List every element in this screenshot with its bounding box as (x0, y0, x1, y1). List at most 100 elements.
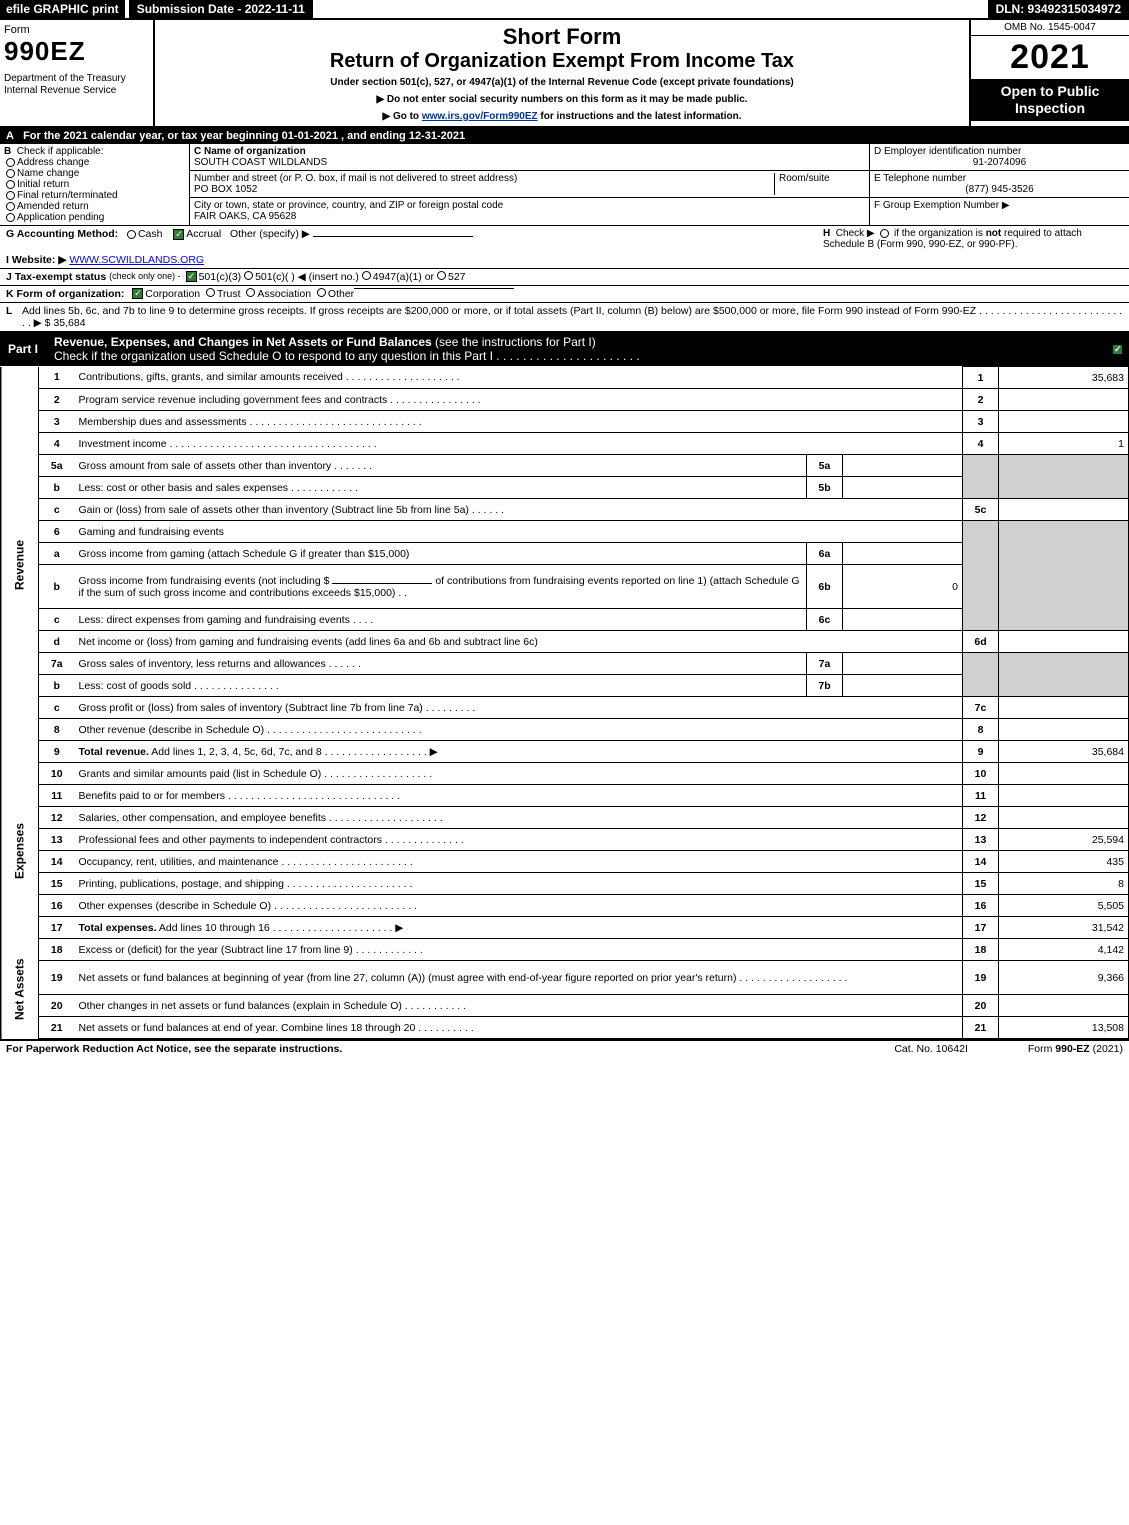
e-phone-value: (877) 945-3526 (874, 184, 1125, 195)
cb-final-return[interactable]: Final return/terminated (6, 190, 185, 201)
g-accrual-checkbox[interactable] (173, 229, 184, 240)
short-form-title: Short Form (165, 24, 959, 50)
line-7a-text: Gross sales of inventory, less returns a… (79, 658, 326, 670)
row-g-h: G Accounting Method: Cash Accrual Other … (0, 226, 1129, 252)
g-other-input[interactable] (313, 236, 473, 237)
line-1-text: Contributions, gifts, grants, and simila… (79, 371, 343, 383)
line-11: 11 Benefits paid to or for members . . .… (1, 785, 1129, 807)
line-6a-text: Gross income from gaming (attach Schedul… (79, 548, 410, 560)
line-19-value: 9,366 (999, 961, 1129, 995)
c-name-value: SOUTH COAST WILDLANDS (194, 157, 865, 168)
line-16-text: Other expenses (describe in Schedule O) (79, 900, 272, 912)
side-expenses: Expenses (1, 763, 39, 939)
line-21: 21 Net assets or fund balances at end of… (1, 1017, 1129, 1039)
header-right: OMB No. 1545-0047 2021 Open to Public In… (969, 20, 1129, 126)
j-501c3-label: 501(c)(3) (199, 271, 242, 283)
k-corp-checkbox[interactable] (132, 288, 143, 299)
c-room-label: Room/suite (775, 173, 865, 195)
line-6c-value (843, 609, 963, 631)
side-netassets: Net Assets (1, 939, 39, 1039)
line-5a-text: Gross amount from sale of assets other t… (79, 460, 332, 472)
line-10-text: Grants and similar amounts paid (list in… (79, 768, 322, 780)
cb-amended-return[interactable]: Amended return (6, 201, 185, 212)
g-cash-radio[interactable] (127, 230, 136, 239)
line-1: Revenue 1 Contributions, gifts, grants, … (1, 367, 1129, 389)
goto-line: ▶ Go to www.irs.gov/Form990EZ for instru… (165, 111, 959, 122)
efile-print-label[interactable]: efile GRAPHIC print (0, 0, 125, 18)
f-group-label: F Group Exemption Number ▶ (874, 200, 1125, 211)
line-6: 6 Gaming and fundraising events (1, 521, 1129, 543)
tax-year: 2021 (971, 36, 1129, 79)
line-21-value: 13,508 (999, 1017, 1129, 1039)
line-5b-text: Less: cost or other basis and sales expe… (79, 482, 289, 494)
j-label: J Tax-exempt status (6, 271, 106, 283)
line-5b-value (843, 477, 963, 499)
k-trust-radio[interactable] (206, 288, 215, 297)
line-15-value: 8 (999, 873, 1129, 895)
line-20-value (999, 995, 1129, 1017)
k-assoc-radio[interactable] (246, 288, 255, 297)
line-2: 2 Program service revenue including gove… (1, 389, 1129, 411)
line-6a-value (843, 543, 963, 565)
line-9: 9 Total revenue. Add lines 1, 2, 3, 4, 5… (1, 741, 1129, 763)
k-other-label: Other (328, 288, 354, 300)
line-6b: b Gross income from fundraising events (… (1, 565, 1129, 609)
k-assoc-label: Association (257, 288, 311, 300)
no-ssn-note: ▶ Do not enter social security numbers o… (165, 94, 959, 105)
g-accrual-label: Accrual (186, 228, 221, 240)
k-label: K Form of organization: (6, 288, 124, 300)
cb-initial-return[interactable]: Initial return (6, 179, 185, 190)
irs-link[interactable]: www.irs.gov/Form990EZ (422, 111, 538, 122)
line-7b-value (843, 675, 963, 697)
h-lead: H (823, 228, 830, 239)
part-i-schedule-o-checkbox[interactable] (1112, 344, 1123, 355)
footer-formref: Form 990-EZ (2021) (1028, 1043, 1123, 1055)
line-16-value: 5,505 (999, 895, 1129, 917)
row-i: I Website: ▶ WWW.SCWILDLANDS.ORG (0, 252, 1129, 269)
line-1-value: 35,683 (999, 367, 1129, 389)
line-4-text: Investment income (79, 438, 167, 450)
line-6c-text: Less: direct expenses from gaming and fu… (79, 614, 350, 626)
footer-notice: For Paperwork Reduction Act Notice, see … (6, 1043, 894, 1055)
l-text: Add lines 5b, 6c, and 7b to line 9 to de… (22, 305, 976, 317)
col-c: C Name of organization SOUTH COAST WILDL… (190, 144, 869, 225)
j-4947-label: 4947(a)(1) or (373, 271, 434, 283)
dln-label: DLN: 93492315034972 (988, 0, 1129, 18)
k-other-radio[interactable] (317, 288, 326, 297)
part-i-header: Part I Revenue, Expenses, and Changes in… (0, 332, 1129, 366)
line-8: 8 Other revenue (describe in Schedule O)… (1, 719, 1129, 741)
part-i-sub: Check if the organization used Schedule … (54, 349, 493, 363)
b-lead: B (4, 146, 11, 157)
c-name-row: C Name of organization SOUTH COAST WILDL… (190, 144, 869, 171)
line-7a: 7a Gross sales of inventory, less return… (1, 653, 1129, 675)
j-501c3-checkbox[interactable] (186, 271, 197, 282)
cb-name-change[interactable]: Name change (6, 168, 185, 179)
cb-application-pending-label: Application pending (17, 212, 104, 223)
website-link[interactable]: WWW.SCWILDLANDS.ORG (69, 254, 204, 266)
line-3: 3 Membership dues and assessments . . . … (1, 411, 1129, 433)
line-16: 16 Other expenses (describe in Schedule … (1, 895, 1129, 917)
side-revenue: Revenue (1, 367, 39, 763)
line-10-value (999, 763, 1129, 785)
c-street-label: Number and street (or P. O. box, if mail… (194, 173, 770, 184)
d-ein: D Employer identification number 91-2074… (870, 144, 1129, 171)
line-6d-text: Net income or (loss) from gaming and fun… (79, 636, 538, 648)
line-12-value (999, 807, 1129, 829)
g-label: G Accounting Method: (6, 228, 118, 240)
line-6b-blank[interactable] (332, 583, 432, 584)
j-527-radio[interactable] (437, 271, 446, 280)
footer-catno: Cat. No. 10642I (894, 1043, 968, 1055)
cb-address-change[interactable]: Address change (6, 157, 185, 168)
section-bcdef: B Check if applicable: Address change Na… (0, 144, 1129, 226)
j-501c-radio[interactable] (244, 271, 253, 280)
k-other-input[interactable] (354, 288, 514, 289)
submission-date: Submission Date - 2022-11-11 (129, 0, 313, 18)
j-4947-radio[interactable] (362, 271, 371, 280)
l-amount-prefix: ▶ $ (34, 317, 54, 329)
footer: For Paperwork Reduction Act Notice, see … (0, 1039, 1129, 1057)
cb-address-change-label: Address change (17, 157, 89, 168)
c-street-value: PO BOX 1052 (194, 184, 770, 195)
line-15-text: Printing, publications, postage, and shi… (79, 878, 284, 890)
cb-application-pending[interactable]: Application pending (6, 212, 185, 223)
h-checkbox[interactable] (880, 229, 889, 238)
